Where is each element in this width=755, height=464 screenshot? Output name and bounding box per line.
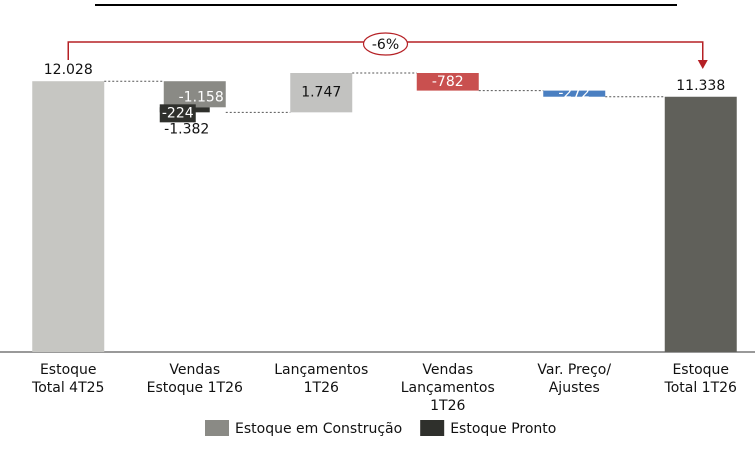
value-label: 12.028	[44, 62, 93, 78]
legend-swatch	[420, 420, 445, 436]
segment-label-box	[159, 104, 196, 123]
total-bar	[664, 96, 737, 352]
value-label: 11.338	[676, 78, 725, 94]
step-bar	[416, 73, 479, 91]
step-bar	[290, 73, 353, 113]
annotation: -6%	[372, 37, 399, 53]
value-label: -782	[432, 74, 464, 90]
legend-label: Estoque em Construção	[235, 421, 402, 437]
segment	[163, 81, 226, 108]
total-bar	[32, 81, 105, 353]
step-bar	[543, 90, 606, 97]
annotation-arrow	[697, 60, 708, 69]
legend-swatch	[205, 420, 229, 436]
segment-label: -1.158	[179, 89, 224, 105]
x-tick-label: Vendas Lançamentos 1T26	[401, 362, 495, 414]
x-tick-label: Estoque Total 4T25	[31, 362, 104, 396]
annotation-bubble	[362, 32, 409, 56]
segment-label: -224	[162, 105, 194, 121]
x-tick-label: Var. Preço/Ajustes	[537, 362, 611, 396]
x-tick-label: Estoque Total 1T26	[664, 362, 738, 396]
legend-label: Estoque Pronto	[450, 421, 556, 437]
value-label: -272	[558, 86, 590, 102]
value-label: -1.382	[164, 121, 209, 137]
x-tick-label: Lançamentos 1T26	[274, 362, 368, 396]
value-label: 1.747	[301, 85, 341, 101]
x-tick-label: Vendas Estoque 1T26	[147, 362, 243, 396]
